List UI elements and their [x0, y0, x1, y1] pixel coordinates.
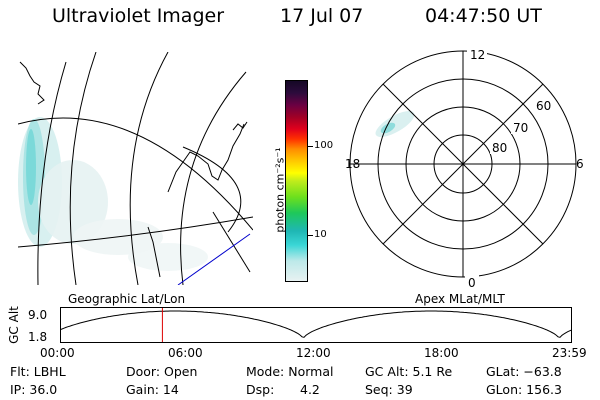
color-scale-bar — [285, 80, 308, 282]
geographic-map — [18, 52, 253, 285]
door-readout: Door: Open — [126, 364, 198, 379]
ip-readout: IP: 36.0 — [10, 382, 58, 397]
orbit-ylabel: GC Alt — [7, 306, 21, 344]
orbit-xtick-0600: 06:00 — [168, 346, 203, 360]
mlat-label-70: 70 — [513, 121, 528, 135]
dsp-value: 4.2 — [300, 382, 320, 397]
colorbar-unit-label: photon cm⁻²s⁻¹ — [273, 147, 287, 233]
coastlines — [19, 61, 248, 278]
colorbar-tick-label-100: 100 — [314, 140, 334, 151]
mlt-label-6: 6 — [576, 157, 584, 171]
orbit-altitude-plot — [60, 307, 572, 343]
geo-longitude-readout: GLon: 156.3 — [486, 382, 562, 397]
mlt-label-12: 12 — [470, 48, 485, 62]
orbit-altitude-curve — [60, 310, 572, 338]
gc-altitude-readout: GC Alt: 5.1 Re — [365, 364, 453, 379]
colorbar-tick-10 — [308, 235, 313, 236]
apex-caption: Apex MLat/MLT — [415, 292, 505, 306]
mlt-label-18: 18 — [345, 157, 360, 171]
colorbar-tick-label-10: 10 — [314, 229, 327, 240]
mlt-label-0: 0 — [468, 276, 476, 288]
polar-plot: 12 0 18 6 60 70 80 — [345, 48, 584, 288]
dsp-label: Dsp: — [246, 382, 275, 397]
colorbar-tick-100 — [308, 146, 313, 147]
lat-lon-grid — [18, 52, 253, 285]
mlat-label-60: 60 — [536, 99, 551, 113]
gain-readout: Gain: 14 — [126, 382, 179, 397]
orbit-plot-frame — [60, 307, 572, 343]
app-title: Ultraviolet Imager — [52, 5, 225, 27]
orbit-ymax: 9.0 — [28, 308, 48, 322]
orbit-xtick-1200: 12:00 — [296, 346, 331, 360]
orbit-xtick-0000: 00:00 — [40, 346, 75, 360]
image-date: 17 Jul 07 — [280, 5, 364, 27]
orbit-xtick-1800: 18:00 — [424, 346, 459, 360]
mode-readout: Mode: Normal — [246, 364, 334, 379]
mlat-label-80: 80 — [492, 141, 507, 155]
image-time: 04:47:50 UT — [425, 5, 542, 27]
filter-readout: Flt: LBHL — [10, 364, 66, 379]
orbit-xtick-2359: 23:59 — [552, 346, 587, 360]
orbit-ymin: 1.8 — [28, 330, 48, 344]
polar-grid — [349, 50, 577, 278]
sequence-readout: Seq: 39 — [365, 382, 413, 397]
geo-latitude-readout: GLat: −63.8 — [486, 364, 562, 379]
geographic-caption: Geographic Lat/Lon — [68, 292, 186, 306]
aurora-emission — [18, 117, 208, 271]
